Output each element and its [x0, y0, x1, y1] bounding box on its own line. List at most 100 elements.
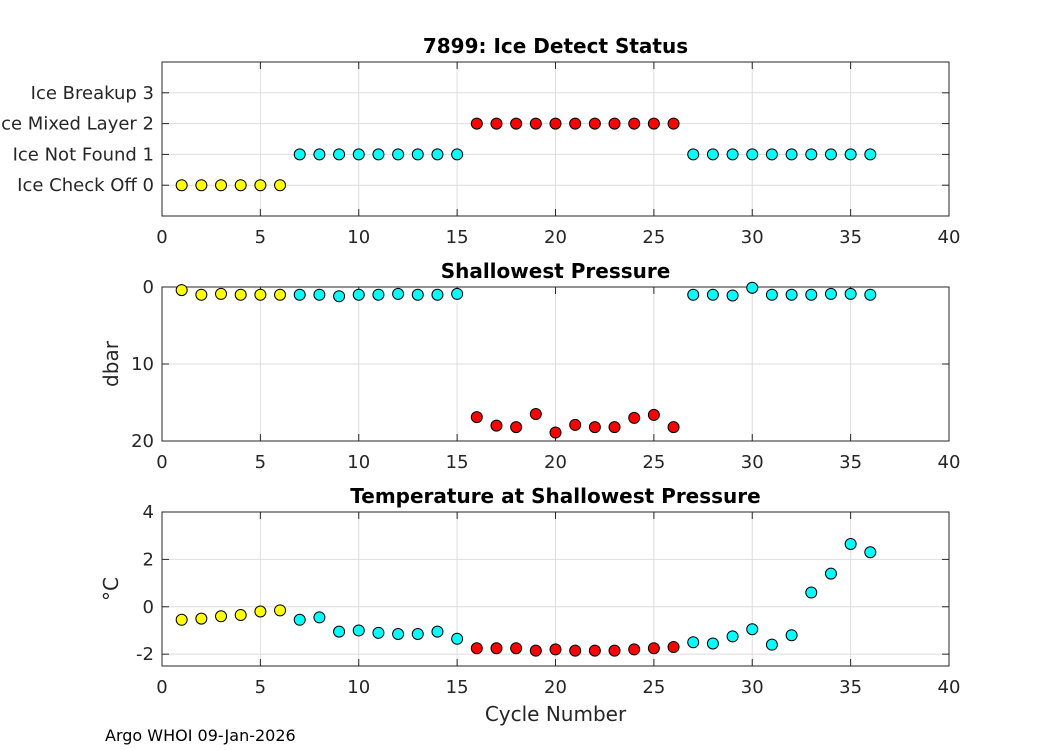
data-point [588, 421, 601, 434]
data-point [549, 117, 562, 130]
data-point [254, 605, 267, 618]
data-point [726, 289, 739, 302]
data-point [824, 148, 837, 161]
x-tick-label: 0 [156, 452, 167, 473]
data-point [529, 644, 542, 657]
data-point [411, 148, 424, 161]
x-tick-label: 10 [347, 452, 370, 473]
x-tick-label: 30 [741, 677, 764, 698]
data-point [726, 148, 739, 161]
data-point [470, 117, 483, 130]
x-tick-label: 30 [741, 227, 764, 248]
data-point [215, 287, 228, 300]
x-tick-label: 40 [938, 677, 961, 698]
x-tick-label: 5 [255, 677, 266, 698]
data-point [451, 632, 464, 645]
data-point [333, 625, 346, 638]
data-point [411, 288, 424, 301]
data-point [490, 419, 503, 432]
data-point [746, 623, 759, 636]
data-point [254, 288, 267, 301]
x-tick-label: 10 [347, 227, 370, 248]
data-point [451, 287, 464, 300]
x-tick-label: 5 [255, 452, 266, 473]
data-point [844, 148, 857, 161]
data-point [864, 546, 877, 559]
data-point [765, 288, 778, 301]
data-point [765, 638, 778, 651]
chart-title: 7899: Ice Detect Status [423, 34, 688, 58]
x-tick-label: 20 [544, 227, 567, 248]
y-tick-label: 2 [143, 549, 154, 570]
data-point [372, 148, 385, 161]
data-point [687, 148, 700, 161]
y-tick-label: 4 [143, 502, 154, 523]
data-point [785, 629, 798, 642]
data-point [785, 148, 798, 161]
y-tick-label: Ice Breakup 3 [31, 83, 154, 104]
x-tick-label: 0 [156, 227, 167, 248]
data-point [608, 421, 621, 434]
data-point [667, 641, 680, 654]
data-point [431, 625, 444, 638]
data-point [569, 117, 582, 130]
x-tick-label: 25 [642, 677, 665, 698]
data-point [667, 421, 680, 434]
data-point [549, 426, 562, 439]
x-tick-label: 35 [839, 677, 862, 698]
footer-text: Argo WHOI 09-Jan-2026 [105, 726, 296, 745]
x-tick-label: 35 [839, 227, 862, 248]
data-point [746, 148, 759, 161]
y-tick-label: Ice Not Found 1 [13, 144, 154, 165]
y-tick-label: 10 [131, 354, 154, 375]
data-point [647, 117, 660, 130]
y-tick-label: 0 [143, 597, 154, 618]
data-point [274, 179, 287, 192]
data-point [313, 611, 326, 624]
data-point [372, 288, 385, 301]
data-point [706, 288, 719, 301]
data-point [746, 281, 759, 294]
data-point [687, 288, 700, 301]
data-point [392, 287, 405, 300]
data-point [588, 644, 601, 657]
data-point [844, 537, 857, 550]
data-point [313, 148, 326, 161]
y-tick-label: -2 [136, 644, 154, 665]
x-axis-label: Cycle Number [485, 702, 627, 726]
data-point [765, 148, 778, 161]
data-point [451, 148, 464, 161]
data-point [549, 643, 562, 656]
data-point [293, 613, 306, 626]
x-tick-label: 25 [642, 227, 665, 248]
data-point [510, 642, 523, 655]
data-point [175, 284, 188, 297]
data-point [234, 179, 247, 192]
data-point [195, 612, 208, 625]
data-point [352, 148, 365, 161]
data-point [805, 586, 818, 599]
data-point [864, 148, 877, 161]
x-tick-label: 20 [544, 677, 567, 698]
data-point [352, 624, 365, 637]
data-point [490, 117, 503, 130]
x-tick-label: 20 [544, 452, 567, 473]
data-point [667, 117, 680, 130]
data-point [569, 644, 582, 657]
y-axis-label: °C [99, 577, 123, 601]
data-point [274, 288, 287, 301]
x-tick-label: 0 [156, 677, 167, 698]
chart-panel-1: 0 5 10 15 20 25 30 35 40 Ice Check Off 0 Ice Not F… [0, 34, 960, 248]
data-point [234, 609, 247, 622]
data-point [195, 179, 208, 192]
x-tick-label: 10 [347, 677, 370, 698]
data-point [313, 288, 326, 301]
x-tick-label: 25 [642, 452, 665, 473]
data-point [392, 628, 405, 641]
data-point [431, 288, 444, 301]
data-point [824, 567, 837, 580]
x-tick-label: 40 [938, 452, 961, 473]
